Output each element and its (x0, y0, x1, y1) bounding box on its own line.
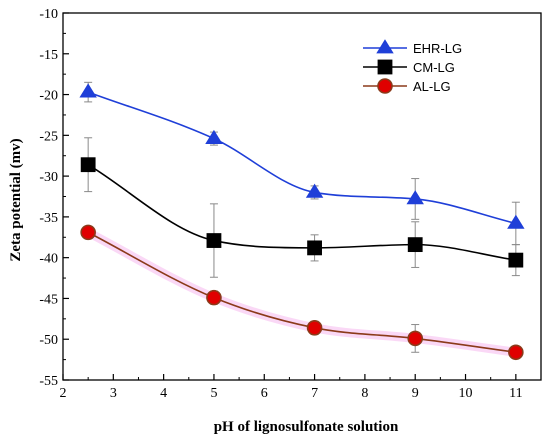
y-tick-label: -30 (39, 170, 58, 185)
data-point-al-lg (306, 320, 323, 336)
data-point-ehr-lg (406, 190, 424, 205)
x-tick-label: 7 (311, 386, 318, 401)
legend-label-al-lg: AL-LG (413, 79, 451, 94)
x-tick-label: 3 (110, 386, 117, 401)
plot-background (63, 13, 541, 380)
data-point-ehr-lg (507, 214, 525, 229)
y-tick-label: -40 (39, 252, 58, 267)
x-tick-label: 4 (160, 386, 167, 401)
y-axis-title: Zeta potential (mv) (8, 138, 24, 261)
y-tick-label: -55 (39, 374, 58, 389)
x-axis-title: pH of lignosulfonate solution (214, 419, 399, 435)
x-tick-label: 6 (261, 386, 268, 401)
legend: EHR-LG CM-LG AL-LG (363, 39, 462, 94)
y-tick-label: -15 (39, 48, 58, 63)
data-point-al-lg (206, 289, 222, 306)
x-tick-label: 5 (210, 386, 217, 401)
data-point-cm-lg (307, 240, 322, 256)
legend-label-cm-lg: CM-LG (413, 60, 455, 75)
data-point-ehr-lg (205, 129, 223, 144)
y-tick-label: -45 (39, 292, 58, 307)
data-point-cm-lg (206, 233, 222, 248)
plot-area (63, 13, 541, 380)
legend-marker-al-lg (377, 78, 393, 94)
axes: 2 3 4 5 6 7 8 9 10 11 -10 -15 -20 -25 -30 -35 -40 -45 -50 -… (39, 7, 542, 401)
data-point-ehr-lg (79, 83, 97, 98)
legend-marker-ehr-lg (376, 39, 394, 54)
x-tick-label: 10 (459, 386, 473, 401)
series-markers (79, 83, 525, 361)
x-tick-label: 2 (60, 386, 67, 401)
legend-label-ehr-lg: EHR-LG (413, 41, 462, 56)
data-point-cm-lg (508, 252, 524, 268)
data-point-ehr-lg (305, 183, 324, 198)
x-tick-label: 11 (509, 386, 522, 401)
data-point-al-lg (80, 224, 96, 241)
data-point-al-lg (407, 330, 424, 347)
y-tick-label: -25 (39, 129, 58, 144)
data-point-al-lg (508, 344, 524, 361)
y-tick-label: -20 (39, 89, 58, 104)
data-point-cm-lg (80, 157, 96, 173)
x-tick-label: 8 (361, 386, 368, 401)
y-tick-label: -10 (39, 7, 58, 22)
x-tick-label: 9 (412, 386, 419, 401)
legend-marker-cm-lg (377, 59, 393, 75)
y-tick-label: -35 (39, 211, 58, 226)
data-point-cm-lg (407, 237, 423, 253)
y-tick-label: -50 (39, 333, 58, 348)
